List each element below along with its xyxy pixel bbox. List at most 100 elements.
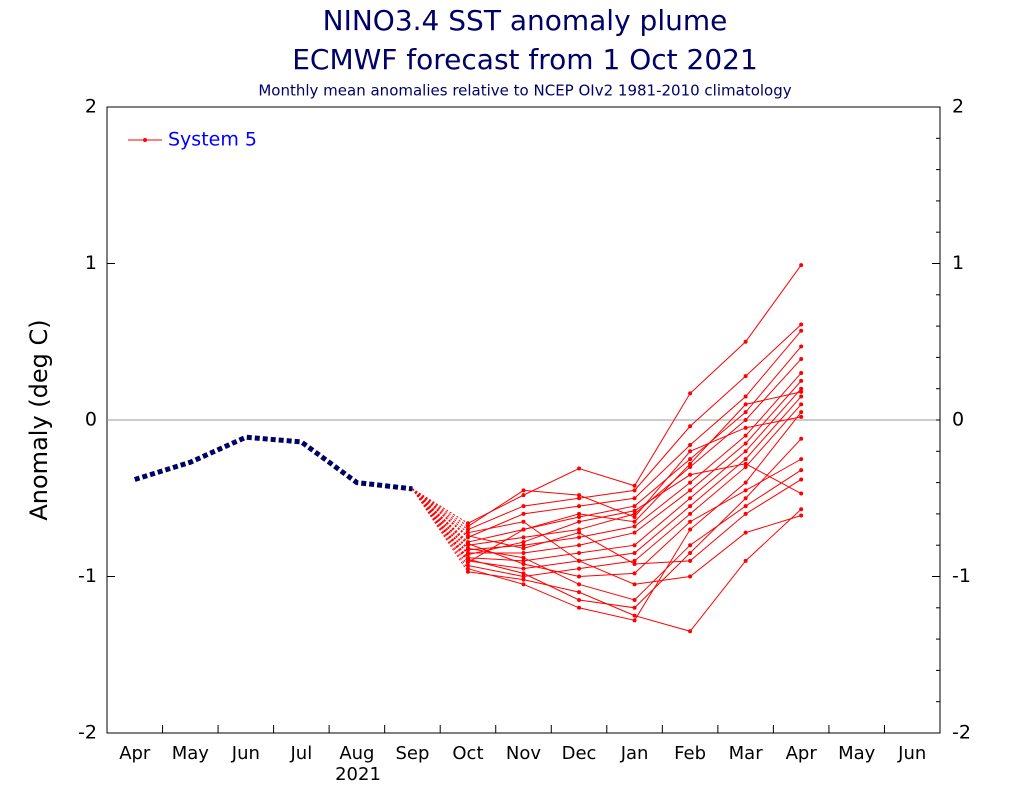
y-axis-label: Anomaly (deg C) bbox=[25, 319, 53, 520]
forecast-link bbox=[412, 488, 469, 573]
forecast-point bbox=[743, 558, 748, 563]
forecast-point bbox=[799, 378, 804, 383]
forecast-point bbox=[743, 425, 748, 430]
forecast-point bbox=[743, 339, 748, 344]
forecast-point bbox=[799, 386, 804, 391]
forecast-point bbox=[521, 543, 526, 548]
forecast-point bbox=[577, 551, 582, 556]
forecast-point bbox=[632, 504, 637, 509]
x-tick-label: Jan bbox=[620, 743, 649, 764]
forecast-point bbox=[521, 561, 526, 566]
forecast-point bbox=[521, 555, 526, 560]
forecast-point bbox=[743, 374, 748, 379]
forecast-point bbox=[688, 461, 693, 466]
forecast-point bbox=[632, 618, 637, 623]
forecast-point bbox=[743, 457, 748, 462]
x-tick-label: Mar bbox=[729, 743, 764, 764]
forecast-link bbox=[412, 488, 469, 549]
forecast-point bbox=[465, 541, 470, 546]
forecast-point bbox=[521, 551, 526, 556]
x-tick-label: Dec bbox=[562, 743, 597, 764]
y2-tick-label: 2 bbox=[952, 96, 964, 118]
forecast-point bbox=[743, 488, 748, 493]
forecast-point bbox=[577, 496, 582, 501]
forecast-point bbox=[521, 504, 526, 509]
forecast-point bbox=[688, 424, 693, 429]
forecast-point bbox=[521, 571, 526, 576]
forecast-point bbox=[799, 457, 804, 462]
x-tick-label: Oct bbox=[452, 743, 483, 764]
forecast-point bbox=[632, 605, 637, 610]
forecast-point bbox=[632, 571, 637, 576]
forecast-point bbox=[577, 515, 582, 520]
forecast-point bbox=[465, 563, 470, 568]
forecast-point bbox=[632, 558, 637, 563]
forecast-point bbox=[688, 551, 693, 556]
forecast-point bbox=[799, 513, 804, 518]
forecast-point bbox=[743, 394, 748, 399]
forecast-point bbox=[688, 496, 693, 501]
forecast-point bbox=[465, 524, 470, 529]
forecast-point bbox=[521, 527, 526, 532]
forecast-point bbox=[632, 515, 637, 520]
forecast-point bbox=[521, 558, 526, 563]
forecast-point bbox=[577, 574, 582, 579]
forecast-point bbox=[632, 530, 637, 535]
forecast-point bbox=[743, 449, 748, 454]
forecast-point bbox=[632, 543, 637, 548]
forecast-point bbox=[577, 493, 582, 498]
year-label: 2021 bbox=[335, 764, 381, 785]
legend-label: System 5 bbox=[168, 129, 257, 151]
forecast-point bbox=[688, 527, 693, 532]
forecast-point bbox=[799, 344, 804, 349]
x-tick-label: May bbox=[838, 743, 876, 764]
forecast-point bbox=[743, 464, 748, 469]
forecast-link bbox=[412, 488, 469, 563]
forecast-point bbox=[577, 597, 582, 602]
forecast-point bbox=[577, 466, 582, 471]
forecast-point bbox=[799, 410, 804, 415]
forecast-link bbox=[412, 488, 469, 544]
forecast-point bbox=[577, 527, 582, 532]
forecast-link bbox=[412, 488, 469, 530]
forecast-point bbox=[743, 441, 748, 446]
forecast-point bbox=[632, 519, 637, 524]
forecast-point bbox=[521, 519, 526, 524]
chart-subtitle: ECMWF forecast from 1 Oct 2021 bbox=[292, 43, 758, 76]
forecast-point bbox=[577, 605, 582, 610]
y2-tick-label: -2 bbox=[952, 722, 971, 744]
forecast-point bbox=[632, 508, 637, 513]
y-tick-label: 2 bbox=[85, 96, 97, 118]
forecast-point bbox=[632, 496, 637, 501]
forecast-point bbox=[799, 436, 804, 441]
forecast-point bbox=[577, 511, 582, 516]
forecast-point bbox=[632, 551, 637, 556]
forecast-point bbox=[521, 511, 526, 516]
y2-tick-label: 0 bbox=[952, 409, 964, 431]
forecast-point bbox=[577, 530, 582, 535]
x-tick-label: Apr bbox=[786, 743, 818, 764]
forecast-link bbox=[412, 488, 469, 534]
x-tick-label: Apr bbox=[119, 743, 151, 764]
forecast-point bbox=[799, 356, 804, 361]
forecast-point bbox=[743, 480, 748, 485]
forecast-link bbox=[412, 488, 469, 566]
forecast-point bbox=[799, 468, 804, 473]
forecast-point bbox=[632, 561, 637, 566]
forecast-point bbox=[521, 574, 526, 579]
forecast-point bbox=[521, 488, 526, 493]
forecast-point bbox=[632, 488, 637, 493]
y2-tick-label: 1 bbox=[952, 252, 964, 274]
x-tick-label: Jun bbox=[231, 743, 260, 764]
forecast-point bbox=[577, 558, 582, 563]
forecast-point bbox=[632, 483, 637, 488]
forecast-point bbox=[577, 519, 582, 524]
forecast-point bbox=[743, 402, 748, 407]
forecast-point bbox=[688, 449, 693, 454]
forecast-point bbox=[465, 560, 470, 565]
forecast-point bbox=[743, 410, 748, 415]
forecast-point bbox=[688, 558, 693, 563]
forecast-point bbox=[688, 457, 693, 462]
forecast-point bbox=[465, 546, 470, 551]
forecast-point bbox=[521, 535, 526, 540]
